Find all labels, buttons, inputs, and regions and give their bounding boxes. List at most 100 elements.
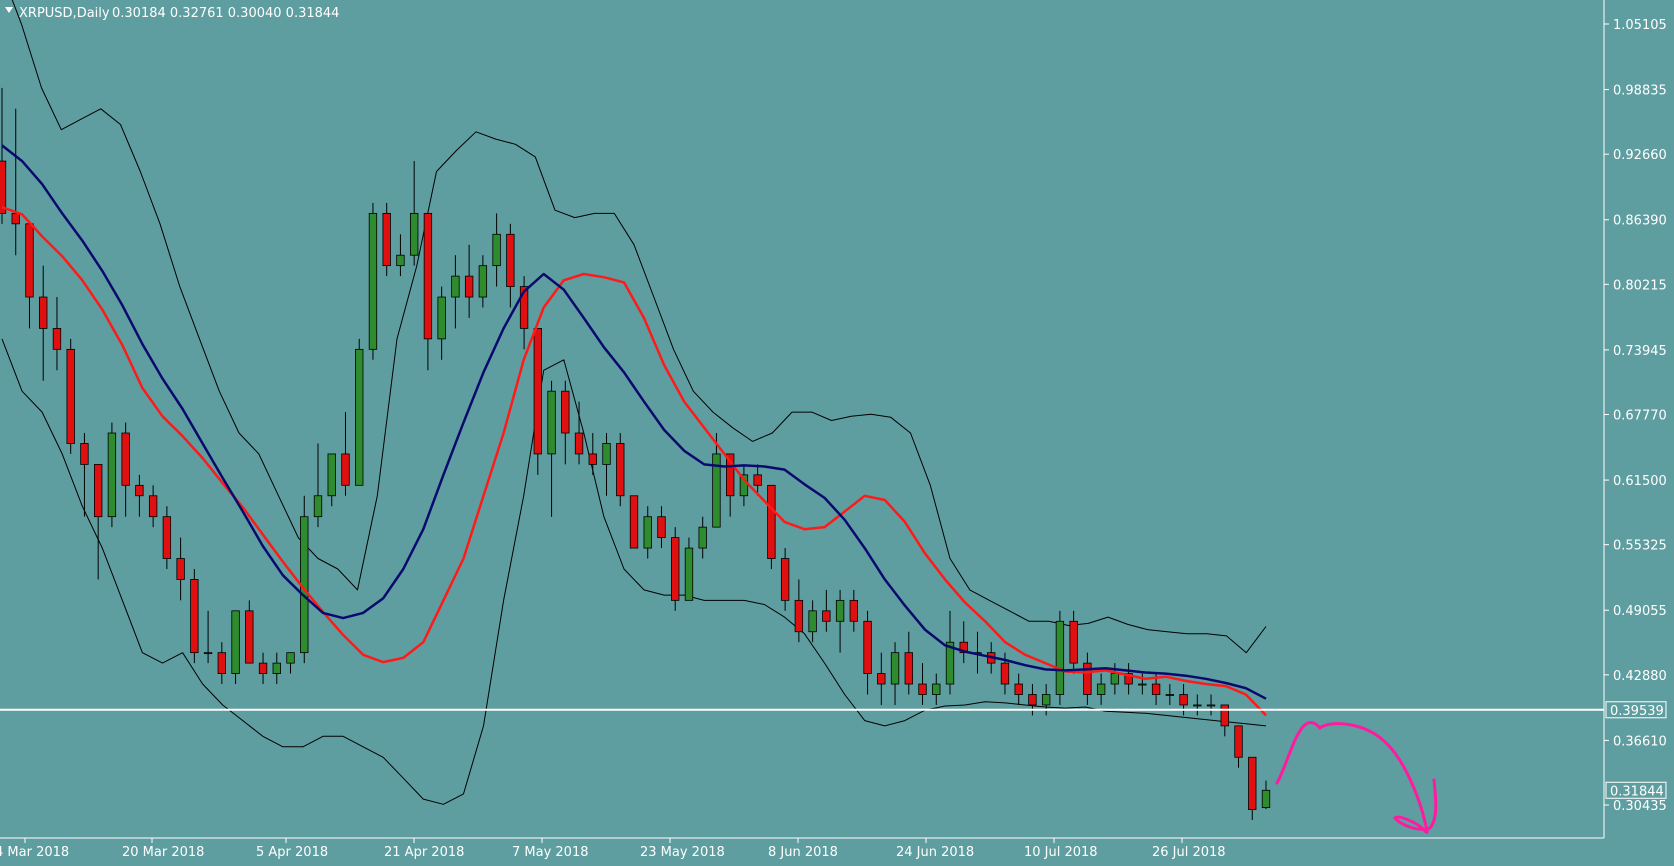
bull-candle — [1096, 683, 1106, 695]
bull-candle — [643, 516, 652, 549]
bear-candle — [561, 390, 570, 434]
bear-candle — [66, 348, 75, 444]
level-price-label: 0.39539 — [1610, 704, 1664, 719]
chart-symbol-title: XRPUSD,Daily — [19, 6, 110, 21]
bear-candle — [753, 474, 762, 486]
bull-candle — [1193, 704, 1202, 707]
bull-candle — [409, 212, 419, 256]
bull-candle — [932, 683, 941, 695]
y-tick-label: 0.49055 — [1613, 604, 1667, 619]
bull-candle — [1055, 620, 1065, 695]
y-tick-label: 0.36610 — [1613, 734, 1667, 749]
chart-ohlc-values: 0.30184 0.32761 0.30040 0.31844 — [112, 6, 339, 21]
bull-candle — [712, 453, 721, 528]
bear-candle — [382, 212, 391, 267]
ma-slow-line — [1, 144, 1267, 700]
bear-candle — [506, 233, 515, 287]
bear-candle — [918, 683, 927, 695]
bull-candle — [368, 212, 378, 350]
bull-candle — [698, 526, 707, 549]
bull-candle — [1110, 673, 1120, 685]
triangle-down-icon[interactable] — [5, 7, 13, 13]
bear-candle — [519, 286, 529, 329]
bear-candle — [671, 537, 680, 601]
y-tick-label: 0.55325 — [1613, 539, 1667, 554]
y-tick-label: 0.73945 — [1613, 344, 1667, 359]
bull-candle — [286, 652, 295, 664]
bear-candle — [533, 328, 543, 455]
bear-candle — [725, 453, 735, 497]
y-tick-label: 0.98835 — [1613, 84, 1667, 99]
bear-candle — [1179, 694, 1188, 706]
bull-candle — [684, 547, 694, 601]
bear-candle — [1124, 673, 1133, 685]
bear-candle — [11, 212, 20, 225]
bear-candle — [93, 463, 103, 518]
bear-candle — [1014, 683, 1023, 695]
hand-drawn-arrow — [1275, 721, 1438, 834]
y-tick-label: 0.92660 — [1613, 148, 1667, 163]
bear-candle — [245, 610, 254, 664]
bear-candle — [135, 484, 144, 497]
bull-candle — [1041, 694, 1051, 706]
bull-candle — [437, 296, 446, 340]
x-tick-label: 24 Jun 2018 — [896, 845, 974, 860]
x-tick-label: 10 Jul 2018 — [1024, 845, 1098, 860]
bear-candle — [1083, 662, 1092, 695]
bear-candle — [423, 212, 433, 340]
bear-candle — [1234, 725, 1243, 758]
bear-candle — [39, 296, 48, 329]
bear-candle — [80, 443, 89, 465]
bear-candle — [217, 652, 227, 674]
bull-candle — [478, 265, 488, 298]
bull-candle — [272, 662, 281, 674]
x-tick-label: 8 Jun 2018 — [768, 845, 838, 860]
bear-candle — [464, 275, 474, 298]
bull-candle — [107, 432, 117, 518]
bull-candle — [808, 610, 817, 633]
x-tick-label: 26 Jul 2018 — [1152, 845, 1226, 860]
bear-candle — [0, 160, 7, 214]
bull-candle — [835, 599, 845, 622]
bear-candle — [148, 495, 158, 518]
bear-candle — [176, 558, 185, 580]
bull-candle — [203, 652, 213, 655]
bull-candle — [492, 233, 501, 267]
bull-candle — [602, 443, 611, 465]
y-tick-label: 0.86390 — [1613, 214, 1667, 229]
bear-candle — [822, 610, 831, 622]
bull-candle — [1138, 683, 1147, 686]
bear-candle — [767, 484, 776, 559]
bull-candle — [890, 652, 900, 685]
bear-candle — [629, 495, 639, 549]
bear-candle — [190, 579, 199, 654]
bear-candle — [52, 328, 62, 350]
bollinger-lower-line — [1, 338, 1267, 805]
bear-candle — [904, 652, 913, 685]
bull-candle — [1206, 704, 1216, 707]
bear-candle — [1028, 694, 1037, 706]
x-tick-label: 23 May 2018 — [640, 845, 725, 860]
bull-candle — [945, 641, 955, 685]
x-tick-label: 20 Mar 2018 — [122, 845, 204, 860]
bull-candle — [547, 390, 556, 455]
x-tick-label: 4 Mar 2018 — [0, 845, 69, 860]
y-tick-label: 1.05105 — [1613, 18, 1667, 33]
bear-candle — [959, 641, 968, 654]
x-tick-label: 21 Apr 2018 — [384, 845, 464, 860]
bear-candle — [25, 223, 34, 298]
bull-candle — [231, 610, 240, 674]
bear-candle — [1069, 620, 1078, 664]
x-tick-label: 5 Apr 2018 — [256, 845, 328, 860]
bear-candle — [574, 432, 584, 455]
bear-candle — [1220, 704, 1229, 727]
bear-candle — [849, 599, 859, 622]
bollinger-upper-line — [11, 0, 1267, 654]
bear-candle — [588, 453, 597, 465]
last-price-label: 0.31844 — [1610, 784, 1664, 799]
bear-candle — [657, 516, 666, 539]
bull-candle — [355, 348, 364, 486]
